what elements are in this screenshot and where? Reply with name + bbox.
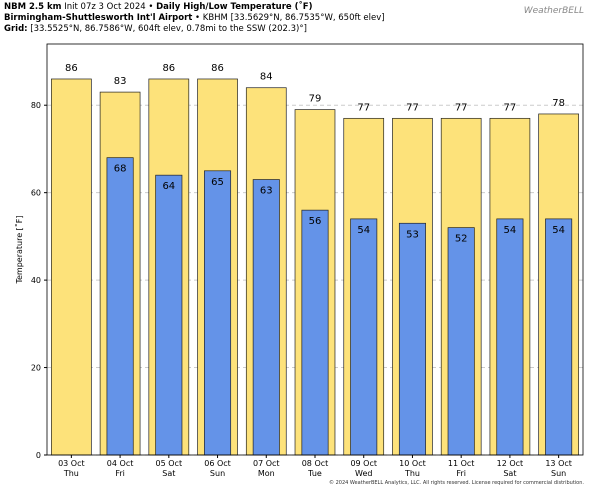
init: Init 07z 3 Oct 2024 [64, 2, 146, 12]
value-label: 65 [211, 177, 224, 188]
x-tick-sublabel: Sat [162, 469, 175, 478]
x-tick-sublabel: Sun [551, 469, 566, 478]
x-tick-sublabel: Thu [63, 469, 79, 478]
bar [204, 170, 232, 456]
bar [447, 227, 475, 456]
x-tick-sublabel: Fri [456, 469, 466, 478]
value-label: 77 [357, 102, 370, 113]
x-tick-label: 09 Oct [350, 459, 377, 468]
value-label: 77 [406, 102, 419, 113]
bar [51, 78, 92, 456]
value-label: 78 [552, 98, 565, 109]
bar [398, 222, 426, 456]
model: NBM 2.5 km [4, 2, 62, 12]
value-label: 54 [552, 225, 565, 236]
x-tick-label: 07 Oct [253, 459, 280, 468]
value-label: 64 [162, 181, 175, 192]
x-tick-label: 03 Oct [58, 459, 85, 468]
header-line: NBM 2.5 km Init 07z 3 Oct 2024 • Daily H… [4, 2, 313, 12]
x-tick-sublabel: Sat [503, 469, 516, 478]
x-tick-label: 08 Oct [302, 459, 329, 468]
bar [545, 218, 573, 456]
grid-label: Grid: [4, 24, 28, 34]
value-label: 77 [455, 102, 468, 113]
value-label: 86 [162, 63, 175, 74]
y-tick-label: 20 [31, 364, 41, 373]
y-tick-label: 0 [36, 451, 41, 460]
value-label: 56 [309, 216, 322, 227]
value-label: 86 [65, 63, 78, 74]
header: NBM 2.5 km Init 07z 3 Oct 2024 • Daily H… [4, 2, 385, 35]
bar [496, 218, 524, 456]
grid-info: [33.5525°N, 86.7586°W, 604ft elev, 0.78m… [30, 24, 307, 34]
value-label: 54 [504, 225, 517, 236]
y-tick-label: 40 [31, 276, 41, 285]
x-tick-sublabel: Thu [404, 469, 420, 478]
value-label: 53 [406, 229, 419, 240]
logo: WeatherBELL [523, 6, 584, 16]
x-tick-sublabel: Fri [115, 469, 125, 478]
product: Daily High/Low Temperature (˚F) [156, 2, 313, 12]
bar [252, 179, 280, 456]
footer: © 2024 WeatherBELL Analytics, LLC. All r… [329, 480, 584, 486]
bar [350, 218, 378, 456]
x-tick-label: 12 Oct [497, 459, 524, 468]
bar [106, 157, 134, 456]
value-label: 86 [211, 63, 224, 74]
value-label: 63 [260, 186, 273, 197]
value-label: 83 [114, 76, 127, 87]
value-label: 84 [260, 72, 273, 83]
value-label: 68 [114, 164, 127, 175]
x-tick-sublabel: Sun [210, 469, 225, 478]
x-tick-label: 11 Oct [448, 459, 475, 468]
station: Birmingham-Shuttlesworth Int'l Airport [4, 13, 193, 23]
x-tick-sublabel: Tue [307, 469, 322, 478]
x-tick-label: 04 Oct [107, 459, 134, 468]
station-info: KBHM [33.5629°N, 86.7535°W, 650ft elev] [202, 13, 385, 23]
header-line: Birmingham-Shuttlesworth Int'l Airport •… [4, 13, 385, 23]
x-tick-sublabel: Mon [258, 469, 275, 478]
x-tick-label: 10 Oct [399, 459, 426, 468]
bar [155, 174, 183, 456]
x-tick-label: 06 Oct [204, 459, 231, 468]
value-label: 52 [455, 234, 468, 245]
bar [301, 209, 329, 456]
header-line: Grid: [33.5525°N, 86.7586°W, 604ft elev,… [4, 24, 385, 35]
x-tick-label: 13 Oct [545, 459, 572, 468]
value-label: 54 [357, 225, 370, 236]
value-label: 77 [504, 102, 517, 113]
y-tick-label: 80 [31, 101, 41, 110]
value-label: 79 [309, 94, 322, 105]
plot-frame [46, 43, 584, 456]
y-axis-label: Temperature [˚F] [14, 215, 24, 284]
x-tick-sublabel: Wed [355, 469, 372, 478]
y-tick-label: 60 [31, 189, 41, 198]
x-tick-label: 05 Oct [156, 459, 183, 468]
